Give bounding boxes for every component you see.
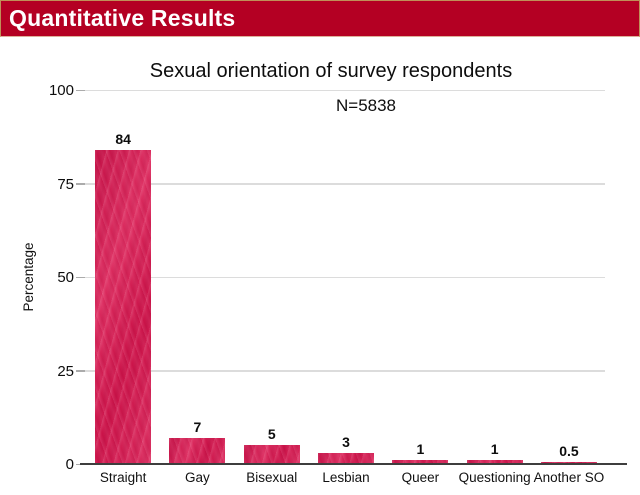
category-label-questioning: Questioning [458,470,531,485]
gridline-25 [83,370,605,372]
ytick-75 [76,183,85,185]
category-label-bisexual: Bisexual [246,470,298,485]
ytick-50 [76,276,85,278]
bar-bisexual [243,445,300,464]
value-label-lesbian: 3 [342,434,350,450]
bar-questioning [466,460,523,464]
value-label-straight: 84 [115,131,131,147]
gridline-50 [83,276,605,278]
gridline-75 [83,183,605,185]
ytick-label-50: 50 [57,269,74,286]
category-label-another-so: Another SO [533,470,605,485]
bar-queer [392,460,449,464]
gridline-100 [83,89,605,91]
chart-subtitle: N=5838 [335,96,397,115]
ytick-25 [76,370,85,372]
ytick-label-100: 100 [48,82,74,99]
x-axis-line [80,463,627,465]
bar-straight [95,150,152,464]
ytick-label-25: 25 [57,362,74,380]
value-label-queer: 1 [416,441,425,457]
value-label-another-so: 0.5 [559,443,579,459]
ytick-100 [76,89,85,91]
category-label-gay: Gay [185,470,210,485]
header-title: Quantitative Results [9,5,236,31]
ytick-label-0: 0 [65,456,74,473]
value-label-gay: 7 [193,419,202,435]
header-banner: Quantitative Results [0,0,640,37]
value-label-questioning: 1 [490,441,499,457]
category-label-lesbian: Lesbian [322,470,370,485]
value-label-bisexual: 5 [267,426,276,442]
category-label-queer: Queer [401,470,440,485]
chart-title: Sexual orientation of survey respondents [149,60,513,82]
category-label-straight: Straight [99,470,147,485]
bar-lesbian [318,453,375,464]
ytick-label-75: 75 [57,175,74,193]
bar-gay [169,438,226,464]
